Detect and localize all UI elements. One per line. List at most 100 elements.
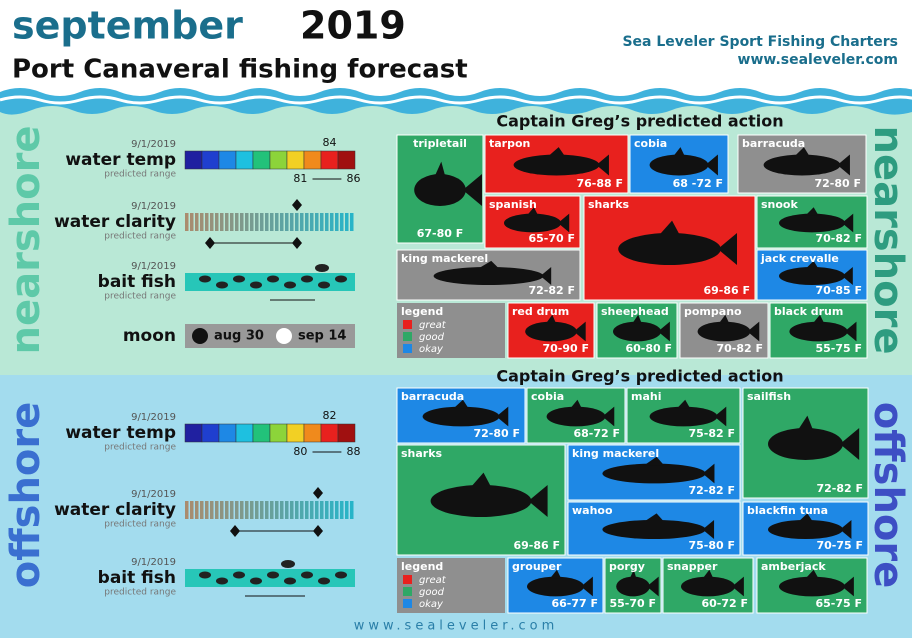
legend-title: legend	[401, 305, 443, 318]
clarity-stripe	[330, 213, 334, 231]
bait-fish	[318, 577, 330, 585]
metric-sublabel: predicted range	[104, 292, 176, 302]
fish-fin	[434, 161, 446, 176]
fish-tail	[747, 321, 760, 342]
clarity-stripe	[210, 501, 214, 519]
fish-tail	[462, 174, 482, 206]
fish-range: 72-82 F	[528, 284, 575, 297]
clarity-stripe	[190, 501, 194, 519]
clarity-stripe	[275, 213, 279, 231]
fish-name: red drum	[512, 305, 569, 318]
legend-box	[397, 558, 505, 613]
fish-fin	[643, 456, 665, 466]
legend-swatch	[403, 587, 412, 596]
clarity-stripe	[340, 501, 344, 519]
fish-fin	[570, 399, 582, 409]
fish-range: 70-90 F	[542, 342, 589, 355]
clarity-stripe	[290, 501, 294, 519]
clarity-stripe	[285, 501, 289, 519]
clarity-stripe	[325, 501, 329, 519]
temp-low: 80	[293, 445, 307, 458]
fish-range: 72-82 F	[816, 482, 863, 495]
metric-label: water clarity	[54, 500, 176, 520]
clarity-stripe	[230, 501, 234, 519]
moon-new: aug 30	[214, 329, 264, 344]
legend-item: okay	[419, 599, 444, 610]
fish-name: barracuda	[742, 137, 805, 150]
bait-fish	[301, 571, 313, 579]
fish-silhouette	[513, 154, 600, 176]
bait-fish	[284, 577, 296, 585]
clarity-stripe	[245, 501, 249, 519]
moon-label: moon	[123, 326, 176, 346]
clarity-stripe	[235, 501, 239, 519]
temp-cell	[337, 150, 356, 170]
fish-range: 72-80 F	[473, 427, 520, 440]
fish-range: 55-75 F	[815, 342, 862, 355]
bait-fish	[199, 571, 211, 579]
clarity-stripe	[240, 501, 244, 519]
temp-cell	[218, 150, 237, 170]
fish-silhouette	[649, 406, 718, 427]
metric-date: 9/1/2019	[131, 201, 176, 212]
fish-fin	[526, 207, 539, 216]
bait-fish	[318, 281, 330, 289]
clarity-stripe	[255, 213, 259, 231]
fish-tail	[596, 154, 609, 176]
fish-fin	[812, 314, 825, 324]
clarity-stripe	[340, 213, 344, 231]
fish-silhouette	[504, 213, 561, 233]
fish-fin	[794, 147, 810, 157]
clarity-stripe	[315, 501, 319, 519]
fish-tail	[646, 576, 659, 597]
legend-item: good	[419, 332, 445, 343]
temp-high: 86	[347, 172, 361, 185]
fish-tail	[702, 463, 715, 484]
waves	[0, 88, 912, 115]
fish-range: 69-86 F	[513, 539, 560, 552]
fish-fin	[629, 569, 637, 579]
company: Sea Leveler Sport Fishing Charters	[622, 34, 898, 50]
clarity-stripe	[240, 213, 244, 231]
fish-silhouette	[602, 519, 706, 540]
metric-sublabel: predicted range	[104, 170, 176, 180]
fish-name: black drum	[774, 305, 843, 318]
bait-fish	[216, 577, 228, 585]
temp-low: 81	[293, 172, 307, 185]
metric-sublabel: predicted range	[104, 520, 176, 530]
clarity-stripe	[330, 501, 334, 519]
fish-range: 60-80 F	[625, 342, 672, 355]
fish-tail	[837, 154, 850, 176]
temp-cell	[235, 423, 254, 443]
fish-silhouette	[546, 406, 606, 427]
title-year: 2019	[300, 4, 406, 48]
clarity-stripe	[250, 213, 254, 231]
clarity-stripe	[295, 501, 299, 519]
clarity-stripe	[280, 501, 284, 519]
fish-range: 75-82 F	[688, 427, 735, 440]
legend-item: great	[419, 575, 447, 586]
clarity-stripe	[315, 213, 319, 231]
clarity-stripe	[310, 501, 314, 519]
temp-cell	[201, 150, 220, 170]
moon-box	[185, 324, 355, 348]
fish-range: 55-70 F	[609, 597, 656, 610]
fish-range: 72-82 F	[688, 484, 735, 497]
fish-range: 75-80 F	[688, 539, 735, 552]
bait-fish	[335, 571, 347, 579]
fish-name: jack crevalle	[760, 252, 839, 265]
fish-tail	[732, 576, 744, 597]
subtitle: Port Canaveral fishing forecast	[12, 55, 468, 85]
temp-cell	[303, 423, 322, 443]
temp-value: 82	[323, 409, 337, 422]
fish-name: cobia	[634, 137, 667, 150]
legend-swatch	[403, 575, 412, 584]
metric-date: 9/1/2019	[131, 139, 176, 150]
url: www.sealeveler.com	[738, 52, 898, 68]
clarity-stripe	[345, 213, 349, 231]
fish-silhouette	[433, 267, 544, 285]
fish-tail	[573, 321, 586, 342]
fish-silhouette	[527, 576, 584, 597]
clarity-stripe	[255, 501, 259, 519]
fish-tail	[844, 321, 857, 342]
